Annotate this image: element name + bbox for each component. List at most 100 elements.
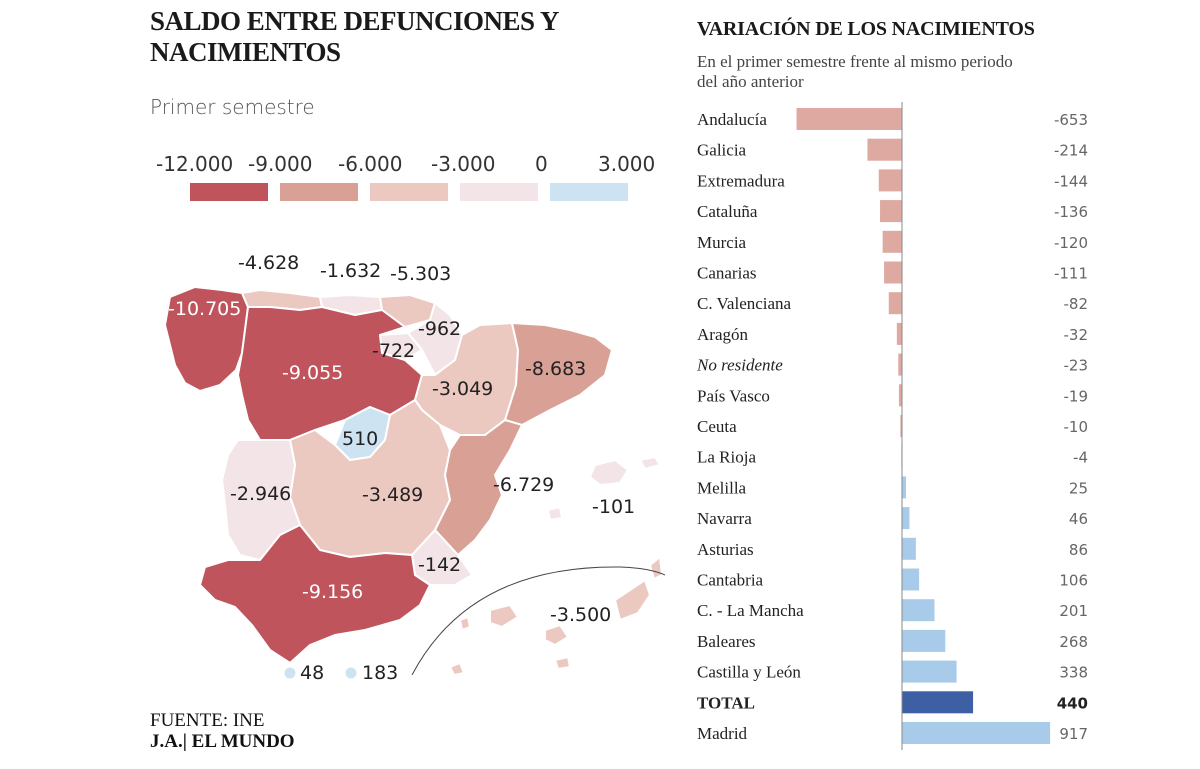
value-label: -82 [1064, 295, 1089, 313]
credit-note: J.A.| EL MUNDO [150, 731, 295, 752]
legend-label: -6.000 [338, 152, 403, 176]
bar [902, 568, 920, 591]
category-label: Canarias [697, 264, 756, 283]
category-label: Castilla y León [697, 663, 801, 682]
region-label: -3.489 [362, 484, 423, 506]
legend-label: -3.000 [431, 152, 496, 176]
region-canarias-7 [449, 662, 465, 675]
category-label: País Vasco [697, 386, 770, 405]
value-label: -19 [1064, 387, 1089, 405]
legend-label: -12.000 [156, 152, 234, 176]
category-label: Asturias [697, 540, 754, 559]
region-label: -9.055 [282, 362, 343, 384]
bar-chart-subtitle: En el primer semestre frente al mismo pe… [697, 52, 1013, 91]
legend-label: -9.000 [248, 152, 313, 176]
legend-label: 0 [535, 152, 548, 176]
category-label: Cataluña [697, 202, 758, 221]
bar [796, 108, 902, 130]
legend-swatch [190, 183, 268, 201]
bar [902, 660, 957, 683]
value-label: 917 [1059, 725, 1088, 743]
value-label: -136 [1054, 203, 1088, 221]
value-label: -120 [1054, 234, 1088, 252]
bar [884, 261, 902, 284]
bar [888, 292, 902, 315]
region-label: -1.632 [320, 260, 381, 282]
bar [896, 322, 902, 345]
region-label: -5.303 [390, 263, 451, 285]
canarias-inset-border [411, 566, 665, 675]
region-baleares-menorca [639, 456, 661, 470]
births-variation-bar-chart: Andalucía -653 Galicia -214 Extremadura -144 C… [696, 102, 1089, 750]
bar [902, 537, 916, 560]
value-label: 201 [1059, 602, 1088, 620]
spain-choropleth-map: -10.705 -4.628 -1.632 -5.303 -962 -722 -… [164, 252, 665, 675]
bar [882, 230, 902, 253]
region-label: -722 [372, 340, 415, 362]
bar [902, 507, 910, 530]
region-label: -6.729 [493, 474, 554, 496]
category-label: Galicia [697, 141, 747, 160]
category-label: C. - La Mancha [697, 601, 804, 620]
category-label: Cantabria [697, 571, 764, 590]
category-label: Baleares [697, 632, 756, 651]
region-canarias-5 [649, 556, 663, 580]
region-label: -8.683 [525, 358, 586, 380]
legend-swatch [550, 183, 628, 201]
value-label: -10 [1064, 418, 1089, 436]
region-label: -9.156 [302, 581, 363, 603]
region-baleares-ibiza [547, 506, 563, 521]
region-label: -4.628 [238, 252, 299, 274]
category-label: C. Valenciana [697, 294, 792, 313]
value-label: 86 [1069, 541, 1088, 559]
category-label: Ceuta [697, 417, 737, 436]
category-label: Andalucía [697, 110, 767, 129]
region-label: -2.946 [230, 483, 291, 505]
legend-swatch [460, 183, 538, 201]
region-label: 510 [342, 428, 378, 450]
bar [902, 629, 946, 652]
value-label: -4 [1073, 449, 1088, 467]
value-label: 338 [1059, 664, 1088, 682]
bar [902, 722, 1051, 744]
region-andalucia [199, 524, 431, 664]
region-cataluna [504, 322, 613, 426]
category-label: Murcia [697, 233, 747, 252]
value-label: -144 [1054, 172, 1088, 190]
region-baleares-mallorca [589, 459, 629, 486]
bar [867, 138, 902, 161]
bar [902, 691, 974, 714]
value-label: 106 [1059, 572, 1088, 590]
region-canarias-2 [489, 604, 519, 628]
region-canarias-4 [614, 579, 651, 621]
map-subtitle: Primer semestre [150, 95, 315, 119]
value-label: -23 [1064, 357, 1089, 375]
map-title: SALDO ENTRE DEFUNCIONES Y NACIMIENTOS [150, 6, 558, 67]
category-label: La Rioja [697, 448, 756, 467]
region-canarias-3 [544, 624, 569, 646]
region-canarias-6 [554, 656, 571, 670]
category-label: Aragón [697, 325, 748, 344]
value-label: -111 [1054, 265, 1088, 283]
category-label: No residente [696, 356, 783, 375]
region-label: -962 [418, 318, 461, 340]
legend-swatch [370, 183, 448, 201]
category-label: TOTAL [697, 693, 755, 712]
region-label: -3.049 [432, 378, 493, 400]
bar [902, 599, 935, 622]
value-label: 46 [1069, 510, 1088, 528]
category-label: Extremadura [697, 171, 785, 190]
category-label: Madrid [697, 724, 748, 743]
value-label: -653 [1054, 111, 1088, 129]
bar [898, 353, 902, 376]
legend-label: 3.000 [598, 152, 656, 176]
bar [898, 384, 902, 407]
bar [880, 200, 902, 223]
region-c-valenciana [434, 419, 523, 556]
legend-swatch [280, 183, 358, 201]
value-label: 268 [1059, 633, 1088, 651]
region-canarias-1 [459, 616, 471, 631]
value-label: -32 [1064, 326, 1089, 344]
region-label: -142 [418, 554, 461, 576]
category-label: Melilla [697, 478, 747, 497]
